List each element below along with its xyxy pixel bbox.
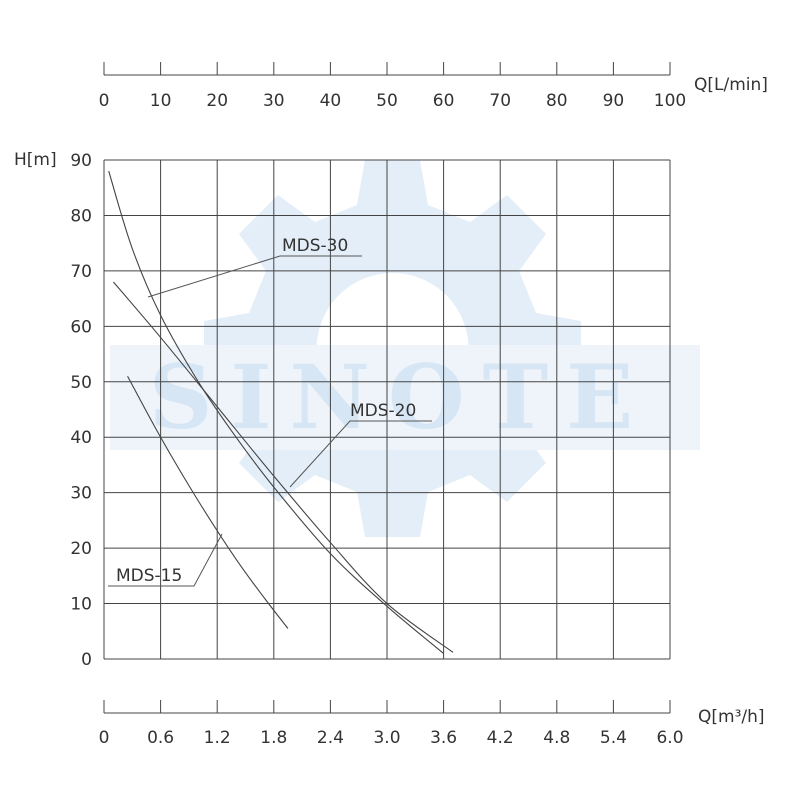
curve-mds-20	[113, 281, 454, 653]
top-axis-tick-label: 20	[206, 91, 228, 111]
y-axis-label: H[m]	[14, 150, 57, 170]
top-axis-tick-label: 10	[150, 91, 172, 111]
y-tick-label: 80	[70, 206, 92, 226]
y-tick-label: 40	[70, 428, 92, 448]
top-axis-tick-label: 60	[433, 91, 455, 111]
top-axis: Q[L/min] 0 10 20 30 40 50 60 70 80 90 100	[99, 62, 768, 111]
top-axis-tick-label: 80	[546, 91, 568, 111]
curve-mds-15	[127, 375, 289, 629]
y-tick-label: 70	[70, 262, 92, 282]
top-axis-label: Q[L/min]	[694, 75, 768, 95]
bottom-axis-tick-label: 1.2	[204, 728, 231, 748]
watermark: SINOTE	[110, 160, 700, 537]
series-label-mds-20: MDS-20	[350, 401, 416, 421]
y-tick-label: 30	[70, 484, 92, 504]
bottom-axis-label: Q[m³/h]	[698, 707, 765, 727]
leader-mds-20	[289, 420, 432, 488]
watermark-text: SINOTE	[149, 345, 651, 449]
top-axis-tick-label: 90	[603, 91, 625, 111]
bottom-axis-tick-label: 6.0	[656, 728, 683, 748]
bottom-axis-tick-label: 3.0	[373, 728, 400, 748]
series-curves	[108, 170, 454, 654]
leader-mds-15	[108, 533, 223, 587]
bottom-axis-tick-label: 1.8	[260, 728, 287, 748]
y-tick-labels: 0 10 20 30 40 50 60 70 80 90	[70, 151, 92, 670]
y-tick-label: 50	[70, 373, 92, 393]
top-axis-tick-label: 100	[654, 91, 686, 111]
y-tick-label: 90	[70, 151, 92, 171]
bottom-axis-tick-label: 4.8	[543, 728, 570, 748]
top-axis-tick-label: 40	[320, 91, 342, 111]
bottom-axis-tick-label: 0.6	[147, 728, 174, 748]
top-axis-tick-label: 70	[489, 91, 511, 111]
top-axis-tick-label: 50	[376, 91, 398, 111]
bottom-axis: Q[m³/h] 0 0.6 1.2 1.8 2.4 3.0 3.6 4.2 4.8 5.4 6.0	[99, 700, 765, 748]
bottom-axis-tick-label: 5.4	[600, 728, 627, 748]
leader-mds-30	[147, 255, 362, 298]
y-tick-label: 20	[70, 539, 92, 559]
top-axis-tick-label: 0	[99, 91, 110, 111]
top-axis-tick-label: 30	[263, 91, 285, 111]
y-tick-label: 10	[70, 595, 92, 615]
bottom-axis-tick-label: 4.2	[487, 728, 514, 748]
y-tick-label: 0	[81, 650, 92, 670]
series-label-mds-15: MDS-15	[116, 566, 182, 586]
series-label-mds-30: MDS-30	[282, 236, 348, 256]
curve-mds-30	[108, 170, 444, 654]
bottom-axis-tick-label: 0	[99, 728, 110, 748]
series-labels: MDS-30 MDS-20 MDS-15	[108, 236, 432, 587]
bottom-axis-tick-label: 3.6	[430, 728, 457, 748]
y-tick-label: 60	[70, 317, 92, 337]
bottom-axis-tick-label: 2.4	[317, 728, 344, 748]
